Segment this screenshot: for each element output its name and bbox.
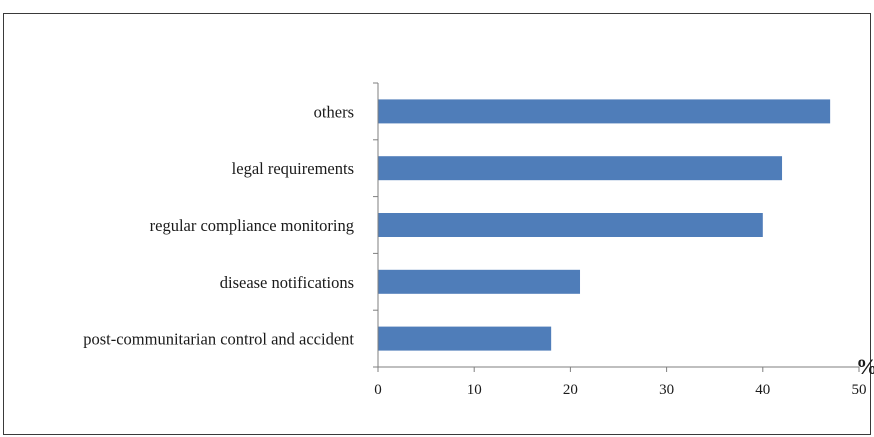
x-tick-label-50: 50	[852, 382, 867, 398]
bar-3	[378, 213, 763, 237]
y-axis-ticks	[373, 82, 378, 368]
x-tick-label-10: 10	[467, 382, 482, 398]
category-label-3: regular compliance monitoring	[150, 216, 354, 235]
x-tick-label-40: 40	[755, 382, 770, 398]
category-label-5: post-communitarian control and accident	[83, 330, 354, 349]
bar-1	[378, 99, 831, 124]
category-label-4: disease notifications	[220, 273, 354, 292]
category-label-1: others	[314, 102, 354, 121]
category-labels: others legal requirements regular complian…	[83, 102, 354, 348]
x-axis-unit-label: %	[856, 354, 874, 379]
bars-group	[378, 99, 831, 351]
category-label-2: legal requirements	[232, 159, 354, 178]
bar-4	[378, 269, 581, 294]
bar-5	[378, 326, 552, 351]
x-tick-label-30: 30	[659, 382, 674, 398]
bar-2	[378, 156, 783, 181]
x-axis-ticks: 0 10 20 30 40 50	[374, 367, 867, 398]
x-tick-label-20: 20	[563, 382, 578, 398]
x-tick-label-0: 0	[374, 382, 382, 398]
